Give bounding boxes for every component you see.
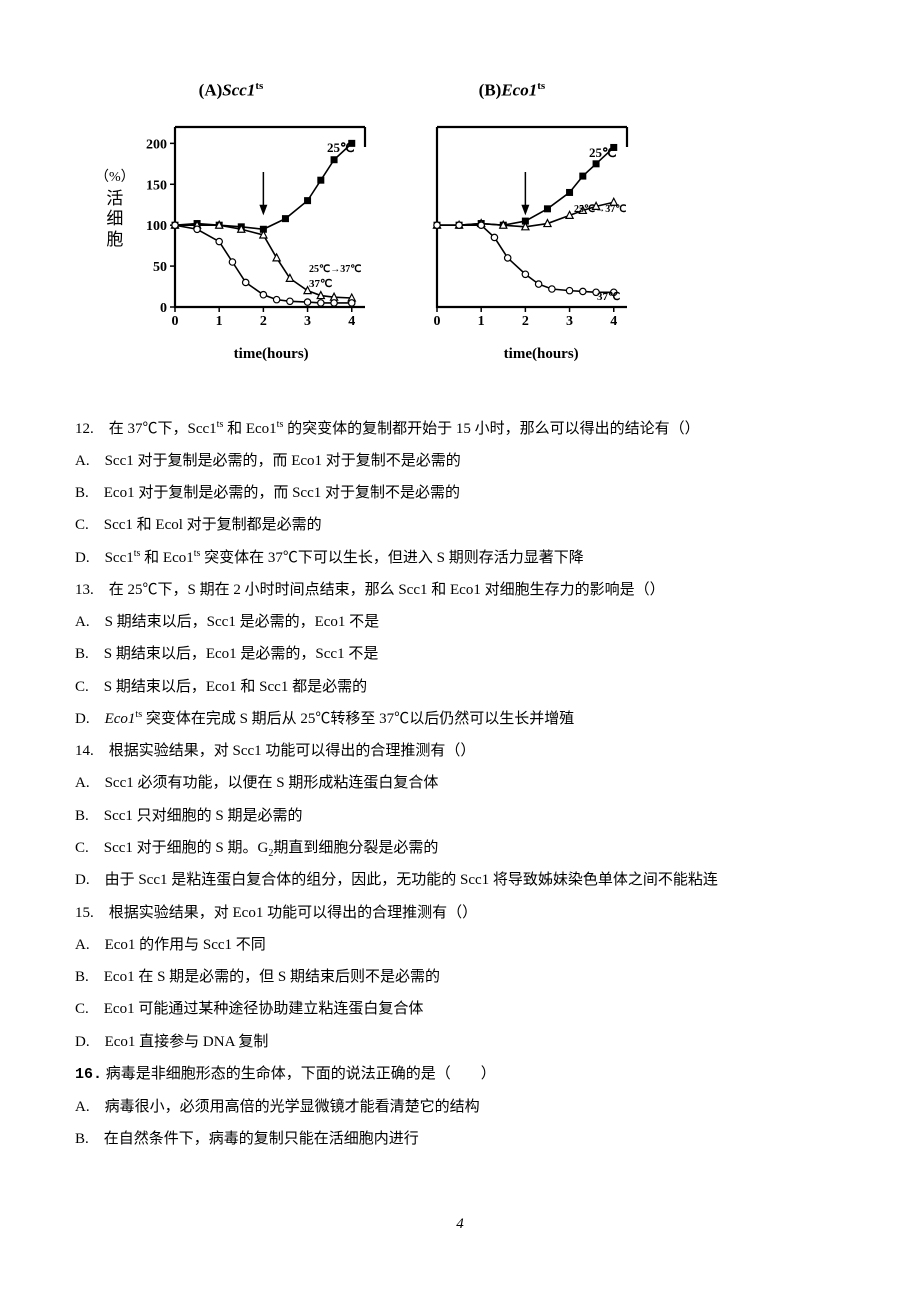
- q13-a: A. S 期结束以后，Scc1 是必需的，Eco1 不是: [75, 606, 845, 638]
- svg-text:4: 4: [610, 314, 617, 329]
- svg-text:100: 100: [146, 219, 167, 234]
- svg-text:1: 1: [477, 314, 484, 329]
- chart-a-title-suffix: ts: [255, 80, 263, 92]
- q15-d: D. Eco1 直接参与 DNA 复制: [75, 1026, 845, 1058]
- q14-c-1: C. Scc1 对于细胞的 S 期。G: [75, 840, 268, 856]
- chart-b-svg: 0 1 2 3 4 25℃ 25℃→37℃ 37℃: [419, 107, 639, 337]
- chart-b-title: (B)Eco1ts: [479, 80, 639, 101]
- svg-text:25℃: 25℃: [327, 140, 355, 155]
- q16-b: B. 在自然条件下，病毒的复制只能在活细胞内进行: [75, 1123, 845, 1155]
- q16-stem: 16. 病毒是非细胞形态的生命体，下面的说法正确的是（ ）: [75, 1058, 845, 1091]
- chart-b-title-suffix: ts: [537, 80, 545, 92]
- svg-text:0: 0: [171, 314, 178, 329]
- chart-b-xlabel: time(hours): [444, 346, 639, 363]
- svg-text:25℃→37℃: 25℃→37℃: [574, 204, 626, 215]
- chart-b-title-prefix: (B): [479, 81, 502, 100]
- q13-b: B. S 期结束以后，Eco1 是必需的，Scc1 不是: [75, 638, 845, 670]
- body-text: 12. 在 37℃下，Scc1ts 和 Eco1ts 的突变体的复制都开始于 1…: [75, 413, 845, 1156]
- svg-text:3: 3: [304, 314, 311, 329]
- q14-c: C. Scc1 对于细胞的 S 期。G2期直到细胞分裂是必需的: [75, 832, 845, 865]
- q16-num: 16.: [75, 1066, 102, 1083]
- y-axis-percent: （%）: [95, 170, 135, 187]
- q13-d-gene: Eco1: [105, 711, 136, 727]
- page-container: （%） 活 细 胞 (A)Scc1ts 0501001502000123425℃…: [0, 0, 920, 1273]
- chart-a-title: (A)Scc1ts: [199, 80, 379, 101]
- svg-text:1: 1: [215, 314, 222, 329]
- svg-text:2: 2: [260, 314, 267, 329]
- svg-text:2: 2: [522, 314, 529, 329]
- chart-a-block: (A)Scc1ts 0 50 100 150 200 0 1 2 3 4 25℃ 25℃→37℃ 37℃…: [139, 80, 379, 363]
- q12-a: A. Scc1 对于复制是必需的，而 Eco1 对于复制不是必需的: [75, 445, 845, 477]
- q12-stem: 12. 在 37℃下，Scc1ts 和 Eco1ts 的突变体的复制都开始于 1…: [75, 413, 845, 445]
- svg-text:0: 0: [160, 301, 167, 316]
- svg-text:150: 150: [146, 178, 167, 193]
- q12-d-3: 突变体在 37℃下可以生长，但进入 S 期则存活力显著下降: [200, 550, 583, 566]
- q13-d-3: 突变体在完成 S 期后从 25℃转移至 37℃以后仍然可以生长并增殖: [142, 711, 574, 727]
- chart-a-title-prefix: (A): [199, 81, 223, 100]
- q12-d-2: 和 Eco1: [140, 550, 193, 566]
- q12-d: D. Scc1ts 和 Eco1ts 突变体在 37℃下可以生长，但进入 S 期…: [75, 542, 845, 574]
- q14-c-2: 期直到细胞分裂是必需的: [273, 840, 438, 856]
- svg-text:37℃: 37℃: [597, 291, 620, 303]
- svg-text:200: 200: [146, 137, 167, 152]
- y-axis-char-2: 细: [106, 209, 123, 229]
- chart-a-xlabel: time(hours): [164, 346, 379, 363]
- chart-a-svg: 0 50 100 150 200 0 1 2 3 4 25℃ 25℃→37℃ 37℃: [139, 107, 379, 337]
- q12-c: C. Scc1 和 Ecol 对于复制都是必需的: [75, 509, 845, 541]
- q15-c: C. Eco1 可能通过某种途径协助建立粘连蛋白复合体: [75, 993, 845, 1025]
- svg-text:3: 3: [566, 314, 573, 329]
- q12-stem-2: 和 Eco1: [223, 421, 276, 437]
- svg-text:4: 4: [348, 314, 355, 329]
- q14-a: A. Scc1 必须有功能，以便在 S 期形成粘连蛋白复合体: [75, 767, 845, 799]
- svg-text:0: 0: [433, 314, 440, 329]
- y-axis-char-1: 活: [106, 189, 123, 209]
- page-number: 4: [75, 1216, 845, 1233]
- q12-stem-3: 的突变体的复制都开始于 15 小时，那么可以得出的结论有（）: [283, 421, 699, 437]
- q15-b: B. Eco1 在 S 期是必需的，但 S 期结束后则不是必需的: [75, 961, 845, 993]
- chart-a-title-gene: Scc1: [222, 81, 255, 100]
- q13-d: D. Eco1ts 突变体在完成 S 期后从 25℃转移至 37℃以后仍然可以生…: [75, 703, 845, 735]
- svg-text:25℃→37℃: 25℃→37℃: [309, 264, 361, 275]
- chart-b-block: (B)Eco1ts 0 1 2 3 4 25℃ 25℃→37℃ 37℃ time(hours): [419, 80, 639, 363]
- y-axis-char-3: 胞: [106, 230, 123, 250]
- q12-d-1: D. Scc1: [75, 550, 134, 566]
- q13-c: C. S 期结束以后，Eco1 和 Scc1 都是必需的: [75, 671, 845, 703]
- q13-d-1: D.: [75, 711, 105, 727]
- svg-text:25℃: 25℃: [589, 145, 617, 160]
- q15-a: A. Eco1 的作用与 Scc1 不同: [75, 929, 845, 961]
- figure-row: （%） 活 细 胞 (A)Scc1ts 0501001502000123425℃…: [95, 80, 845, 363]
- q12-b: B. Eco1 对于复制是必需的，而 Scc1 对于复制不是必需的: [75, 477, 845, 509]
- q12-stem-1: 12. 在 37℃下，Scc1: [75, 421, 217, 437]
- svg-text:50: 50: [153, 260, 167, 275]
- svg-text:37℃: 37℃: [309, 278, 332, 290]
- q16-stem-text: 病毒是非细胞形态的生命体，下面的说法正确的是（ ）: [102, 1066, 496, 1082]
- q14-d: D. 由于 Scc1 是粘连蛋白复合体的组分，因此，无功能的 Scc1 将导致姊…: [75, 864, 845, 896]
- q13-stem: 13. 在 25℃下，S 期在 2 小时时间点结束，那么 Scc1 和 Eco1…: [75, 574, 845, 606]
- q14-b: B. Scc1 只对细胞的 S 期是必需的: [75, 800, 845, 832]
- q14-stem: 14. 根据实验结果，对 Scc1 功能可以得出的合理推测有（）: [75, 735, 845, 767]
- q16-a: A. 病毒很小，必须用高倍的光学显微镜才能看清楚它的结构: [75, 1091, 845, 1123]
- y-axis-title: （%） 活 细 胞: [95, 170, 135, 250]
- q15-stem: 15. 根据实验结果，对 Eco1 功能可以得出的合理推测有（）: [75, 897, 845, 929]
- chart-b-title-gene: Eco1: [501, 81, 537, 100]
